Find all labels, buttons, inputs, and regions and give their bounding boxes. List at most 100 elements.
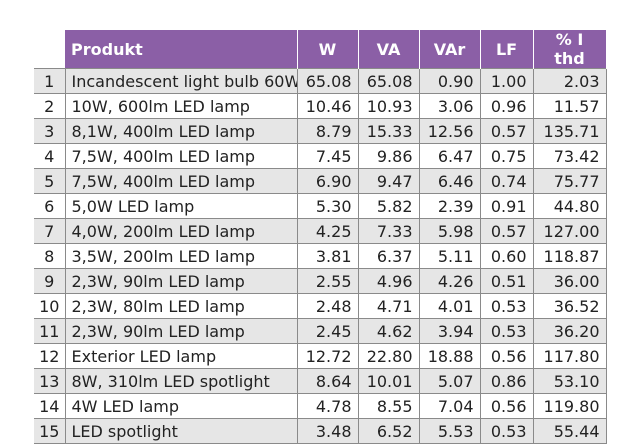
value-w: 7.45 bbox=[296, 143, 359, 169]
table-row: 3 8,1W, 400lm LED lamp 8.79 15.33 12.56 0.57 1… bbox=[34, 118, 607, 144]
product-name: 8,1W, 400lm LED lamp bbox=[64, 118, 298, 144]
value-thd: 135.71 bbox=[532, 118, 607, 144]
row-index: 12 bbox=[34, 343, 66, 369]
product-name: 4W LED lamp bbox=[64, 393, 298, 419]
header-var: VAr bbox=[419, 30, 481, 69]
table-row: 5 7,5W, 400lm LED lamp 6.90 9.47 6.46 0.74 75.… bbox=[34, 168, 607, 194]
header-w: W bbox=[297, 30, 359, 69]
table-row: 12 Exterior LED lamp 12.72 22.80 18.88 0.56 11… bbox=[34, 343, 607, 369]
header-product: Produkt bbox=[65, 30, 298, 69]
value-var: 5.53 bbox=[418, 418, 481, 444]
value-var: 6.47 bbox=[418, 143, 481, 169]
value-thd: 127.00 bbox=[532, 218, 607, 244]
product-name: 10W, 600lm LED lamp bbox=[64, 93, 298, 119]
product-name: 7,5W, 400lm LED lamp bbox=[64, 168, 298, 194]
value-lf: 0.91 bbox=[479, 193, 534, 219]
value-lf: 0.57 bbox=[479, 118, 534, 144]
value-lf: 0.53 bbox=[479, 318, 534, 344]
value-w: 8.79 bbox=[296, 118, 359, 144]
value-var: 4.26 bbox=[418, 268, 481, 294]
value-va: 6.37 bbox=[357, 243, 420, 269]
table-row: 8 3,5W, 200lm LED lamp 3.81 6.37 5.11 0.60 118… bbox=[34, 243, 607, 269]
value-thd: 53.10 bbox=[532, 368, 607, 394]
table-row: 11 2,3W, 90lm LED lamp 2.45 4.62 3.94 0.53 36.… bbox=[34, 318, 607, 344]
value-thd: 75.77 bbox=[532, 168, 607, 194]
header-index-blank bbox=[34, 30, 65, 69]
value-va: 4.71 bbox=[357, 293, 420, 319]
value-va: 8.55 bbox=[357, 393, 420, 419]
product-name: 4,0W, 200lm LED lamp bbox=[64, 218, 298, 244]
value-va: 22.80 bbox=[357, 343, 420, 369]
value-var: 5.98 bbox=[418, 218, 481, 244]
row-index: 9 bbox=[34, 268, 66, 294]
product-name: 2,3W, 80lm LED lamp bbox=[64, 293, 298, 319]
row-index: 7 bbox=[34, 218, 66, 244]
value-va: 9.47 bbox=[357, 168, 420, 194]
value-lf: 0.56 bbox=[479, 343, 534, 369]
product-name: Exterior LED lamp bbox=[64, 343, 298, 369]
value-var: 0.90 bbox=[418, 68, 481, 94]
value-lf: 0.51 bbox=[479, 268, 534, 294]
value-w: 3.48 bbox=[296, 418, 359, 444]
value-w: 3.81 bbox=[296, 243, 359, 269]
value-var: 5.11 bbox=[418, 243, 481, 269]
value-lf: 0.96 bbox=[479, 93, 534, 119]
table-row: 9 2,3W, 90lm LED lamp 2.55 4.96 4.26 0.51 36.0… bbox=[34, 268, 607, 294]
row-index: 2 bbox=[34, 93, 66, 119]
table-row: 15 LED spotlight 3.48 6.52 5.53 0.53 55.44 bbox=[34, 418, 607, 444]
value-va: 4.62 bbox=[357, 318, 420, 344]
row-index: 1 bbox=[34, 68, 66, 94]
value-w: 2.48 bbox=[296, 293, 359, 319]
value-lf: 0.53 bbox=[479, 293, 534, 319]
value-lf: 1.00 bbox=[479, 68, 534, 94]
table-row: 14 4W LED lamp 4.78 8.55 7.04 0.56 119.80 bbox=[34, 393, 607, 419]
value-va: 9.86 bbox=[357, 143, 420, 169]
value-lf: 0.86 bbox=[479, 368, 534, 394]
product-name: Incandescent light bulb 60W bbox=[64, 68, 298, 94]
value-thd: 119.80 bbox=[532, 393, 607, 419]
value-lf: 0.53 bbox=[479, 418, 534, 444]
row-index: 15 bbox=[34, 418, 66, 444]
value-thd: 36.00 bbox=[532, 268, 607, 294]
value-w: 4.78 bbox=[296, 393, 359, 419]
row-index: 4 bbox=[34, 143, 66, 169]
value-var: 12.56 bbox=[418, 118, 481, 144]
value-va: 4.96 bbox=[357, 268, 420, 294]
value-thd: 73.42 bbox=[532, 143, 607, 169]
header-lf: LF bbox=[480, 30, 534, 69]
value-va: 6.52 bbox=[357, 418, 420, 444]
row-index: 8 bbox=[34, 243, 66, 269]
row-index: 13 bbox=[34, 368, 66, 394]
header-va: VA bbox=[358, 30, 420, 69]
table-body: 1 Incandescent light bulb 60W 65.08 65.08 0.… bbox=[34, 68, 607, 444]
table-header-row: Produkt W VA VAr LF % I thd bbox=[34, 30, 607, 69]
value-lf: 0.60 bbox=[479, 243, 534, 269]
value-thd: 44.80 bbox=[532, 193, 607, 219]
header-thd: % I thd bbox=[533, 30, 607, 69]
value-va: 10.01 bbox=[357, 368, 420, 394]
value-var: 2.39 bbox=[418, 193, 481, 219]
table-row: 1 Incandescent light bulb 60W 65.08 65.08 0.… bbox=[34, 68, 607, 94]
value-thd: 11.57 bbox=[532, 93, 607, 119]
value-var: 3.06 bbox=[418, 93, 481, 119]
product-name: LED spotlight bbox=[64, 418, 298, 444]
row-index: 11 bbox=[34, 318, 66, 344]
row-index: 14 bbox=[34, 393, 66, 419]
value-w: 12.72 bbox=[296, 343, 359, 369]
table-row: 2 10W, 600lm LED lamp 10.46 10.93 3.06 0.96 11… bbox=[34, 93, 607, 119]
value-var: 6.46 bbox=[418, 168, 481, 194]
row-index: 10 bbox=[34, 293, 66, 319]
value-w: 4.25 bbox=[296, 218, 359, 244]
value-va: 65.08 bbox=[357, 68, 420, 94]
value-w: 2.45 bbox=[296, 318, 359, 344]
value-lf: 0.75 bbox=[479, 143, 534, 169]
value-lf: 0.57 bbox=[479, 218, 534, 244]
value-va: 15.33 bbox=[357, 118, 420, 144]
value-thd: 2.03 bbox=[532, 68, 607, 94]
table-row: 10 2,3W, 80lm LED lamp 2.48 4.71 4.01 0.53 36.… bbox=[34, 293, 607, 319]
product-name: 2,3W, 90lm LED lamp bbox=[64, 268, 298, 294]
value-thd: 117.80 bbox=[532, 343, 607, 369]
value-w: 6.90 bbox=[296, 168, 359, 194]
row-index: 5 bbox=[34, 168, 66, 194]
value-var: 4.01 bbox=[418, 293, 481, 319]
